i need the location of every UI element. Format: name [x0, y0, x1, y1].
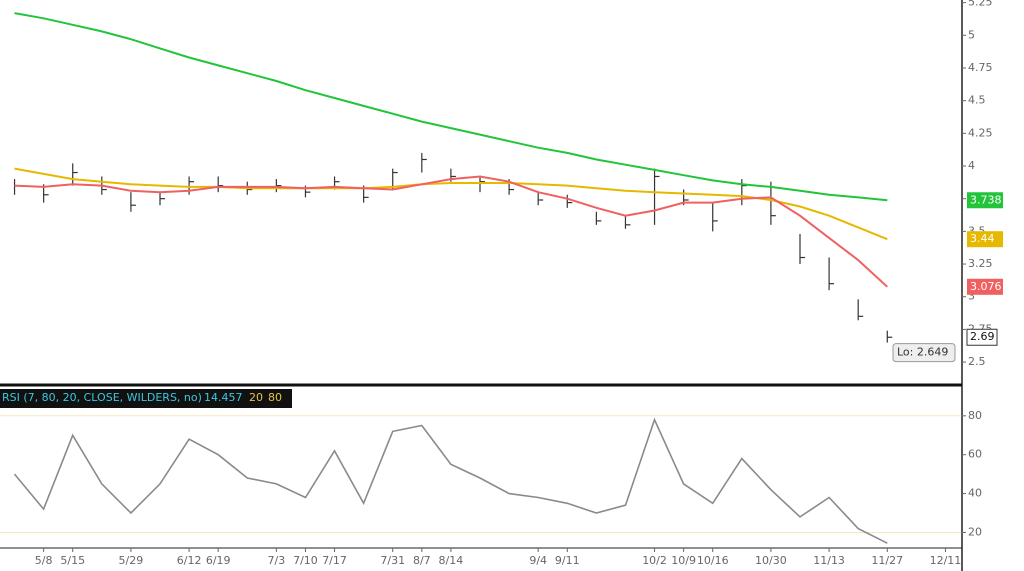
- rsi-level-label: 80: [268, 391, 282, 404]
- y-tick-label: 4.25: [968, 126, 993, 139]
- x-tick-label: 5/15: [60, 554, 85, 567]
- y-tick-label: 4: [968, 159, 975, 172]
- y-tick-label: 4.75: [968, 61, 993, 74]
- y-tick-label: 3.25: [968, 257, 993, 270]
- annotation: Lo: 2.649: [897, 346, 948, 359]
- x-tick-label: 11/27: [871, 554, 903, 567]
- y-tick-label: 5: [968, 28, 975, 41]
- y-tick-label: 3: [968, 290, 975, 303]
- value-tag: [967, 192, 1003, 209]
- x-tick-label: 12/11: [930, 554, 962, 567]
- moving-average: [14, 175, 888, 288]
- y-tick-label: 60: [968, 448, 982, 461]
- rsi-level-label: 20: [249, 391, 263, 404]
- y-tick-label: 5.25: [968, 0, 993, 9]
- value-tag: [967, 231, 1003, 248]
- value-tag: [966, 328, 998, 346]
- rsi-line: [13, 417, 888, 544]
- value-tag-label: 3.738: [970, 193, 1002, 206]
- x-tick-label: 7/10: [293, 554, 318, 567]
- y-tick-label: 40: [968, 487, 982, 500]
- rsi-value: 14.457: [204, 391, 243, 404]
- panel-title: RSI (7, 80, 20, CLOSE, WILDERS, no): [2, 391, 202, 404]
- y-tick-label: 80: [968, 409, 982, 422]
- x-tick-label: 8/7: [413, 554, 431, 567]
- x-tick-label: 9/11: [555, 554, 580, 567]
- x-tick-label: 6/12: [177, 554, 202, 567]
- x-tick-label: 10/30: [755, 554, 787, 567]
- moving-average: [14, 167, 888, 241]
- x-tick-label: 10/9: [671, 554, 696, 567]
- annotation-box: [892, 343, 956, 363]
- x-tick-label: 9/4: [529, 554, 547, 567]
- value-tag-label: 3.076: [970, 280, 1002, 293]
- x-tick-label: 5/29: [119, 554, 144, 567]
- value-tag: [967, 278, 1003, 295]
- y-tick-label: 2.5: [968, 355, 986, 368]
- x-tick-label: 7/17: [322, 554, 347, 567]
- x-tick-label: 10/16: [697, 554, 729, 567]
- x-tick-label: 8/14: [439, 554, 464, 567]
- y-tick-label: 20: [968, 525, 982, 538]
- x-tick-label: 7/3: [268, 554, 286, 567]
- rsi-header-bg: [0, 389, 292, 408]
- x-tick-label: 11/13: [813, 554, 845, 567]
- x-tick-label: 5/8: [35, 554, 53, 567]
- x-tick-label: 7/31: [380, 554, 405, 567]
- x-tick-label: 10/2: [642, 554, 667, 567]
- moving-average: [14, 12, 888, 202]
- x-tick-label: 6/19: [206, 554, 231, 567]
- value-tag-label: 3.44: [970, 232, 995, 245]
- value-tag-label: 2.69: [970, 330, 995, 343]
- y-tick-label: 4.5: [968, 94, 986, 107]
